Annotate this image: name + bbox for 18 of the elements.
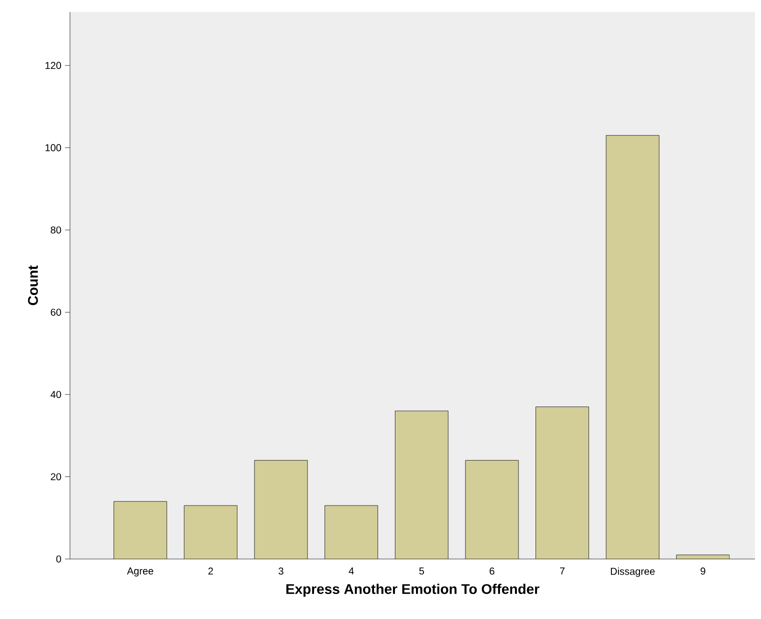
y-tick-label: 60 xyxy=(50,308,62,316)
y-axis-title: Count xyxy=(28,265,38,306)
x-tick-label: 3 xyxy=(278,568,284,575)
y-tick-label: 100 xyxy=(46,144,62,152)
x-tick-label: 6 xyxy=(490,568,494,575)
x-tick-label: Dissagree xyxy=(610,568,655,577)
y-tick-label: 120 xyxy=(46,62,62,69)
x-tick-label: 7 xyxy=(560,568,565,574)
x-tick-label: 9 xyxy=(700,568,706,575)
y-tick-label: 0 xyxy=(56,555,62,563)
x-tick-label: 5 xyxy=(419,568,424,575)
y-tick-label: 20 xyxy=(50,473,62,480)
x-tick-label: Agree xyxy=(127,568,154,576)
x-tick-label: 4 xyxy=(348,568,354,574)
x-axis-title: Express Another Emotion To Offender xyxy=(286,584,540,597)
y-tick-label: 80 xyxy=(50,226,62,234)
x-tick-label: 2 xyxy=(208,568,213,575)
y-tick-label: 40 xyxy=(50,390,62,398)
